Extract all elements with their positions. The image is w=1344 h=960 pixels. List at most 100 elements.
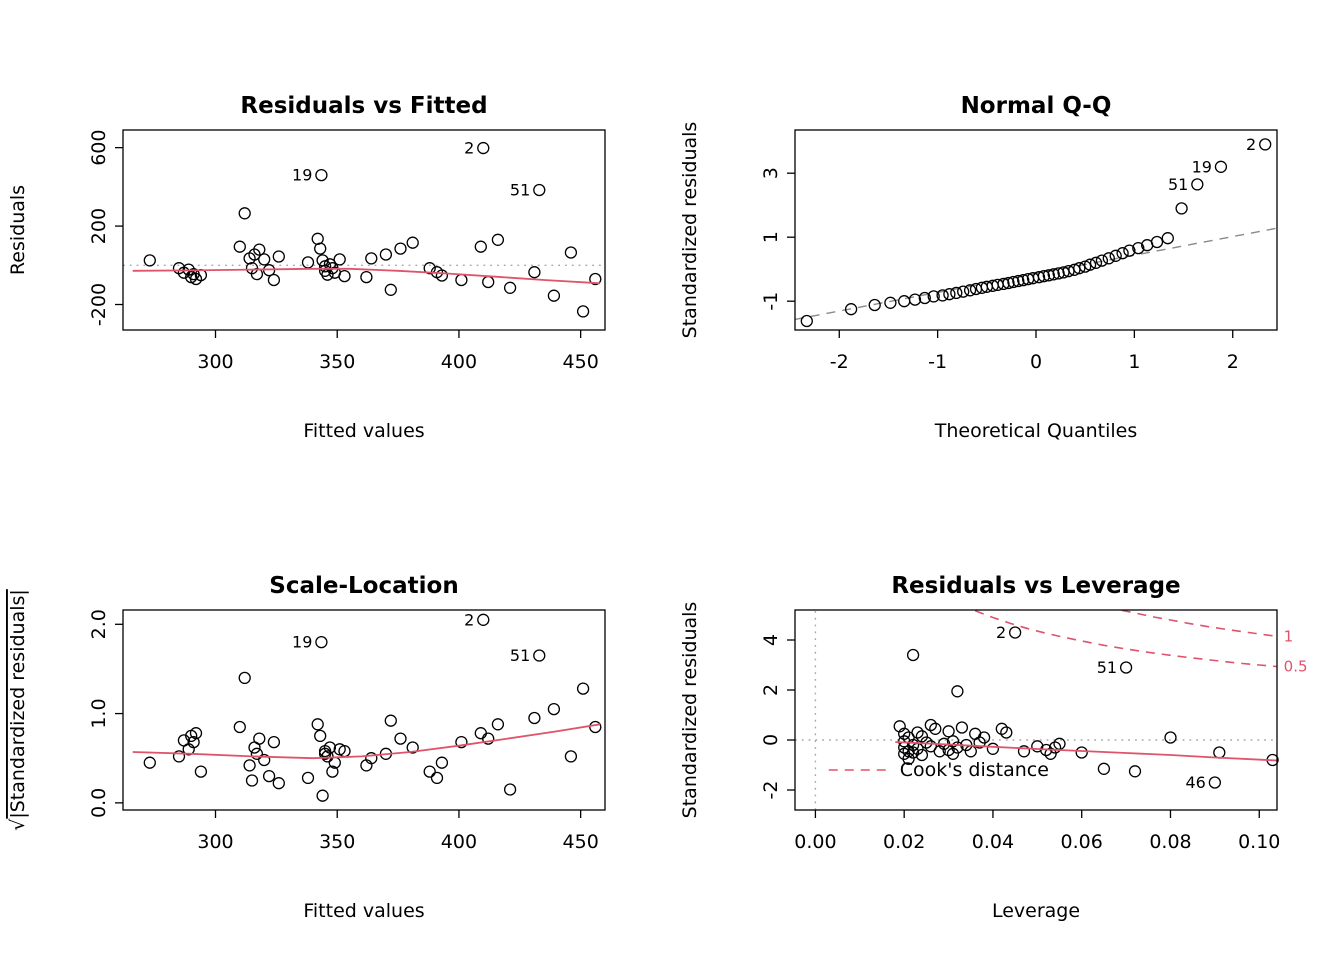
data-point — [576, 305, 590, 318]
data-point — [547, 289, 561, 302]
data-point — [1123, 244, 1136, 257]
data-point — [1073, 262, 1086, 275]
data-point — [491, 233, 505, 246]
x-tick-label: 0.04 — [972, 831, 1014, 853]
data-point — [379, 248, 393, 261]
x-axis-label: Leverage — [992, 900, 1080, 922]
data-point — [547, 702, 561, 716]
point-label: 2 — [1246, 135, 1256, 154]
data-point — [1083, 258, 1097, 271]
data-point — [189, 727, 203, 740]
x-axis-label: Fitted values — [303, 900, 424, 922]
data-point — [1097, 762, 1111, 775]
data-point — [995, 722, 1008, 735]
data-point — [951, 685, 964, 698]
loess-smooth-line — [132, 267, 601, 285]
data-point — [423, 765, 436, 778]
data-point — [435, 756, 449, 769]
point-label: 19 — [292, 633, 312, 652]
data-point — [360, 270, 373, 284]
data-point — [1161, 232, 1174, 245]
y-axis-label: Standardized residuals — [679, 122, 701, 339]
outlier-point — [315, 635, 328, 649]
y-tick-label: 1 — [760, 231, 782, 243]
data-point — [238, 671, 251, 685]
scale-location-chart: 19 2 51 300 350 400 450 0.0 1.0 2.0 Scale-Locatio… — [7, 573, 606, 922]
data-point — [245, 774, 259, 787]
x-tick-label: 450 — [563, 831, 599, 853]
data-point — [933, 745, 946, 758]
x-tick-label: 0.02 — [883, 831, 925, 853]
panel-residuals-vs-fitted: 19 2 51 300 350 400 450 -200 200 600 Residuals vs… — [0, 0, 672, 480]
data-point — [898, 295, 911, 308]
data-point — [1000, 726, 1013, 739]
data-point — [272, 777, 285, 790]
data-point — [1150, 235, 1164, 249]
plot-box — [122, 609, 606, 811]
plot-box — [122, 129, 606, 331]
chart-title: Normal Q-Q — [961, 93, 1112, 119]
data-point — [333, 253, 346, 266]
data-point — [564, 750, 578, 763]
x-tick-label: 400 — [441, 351, 477, 373]
plot-box — [794, 609, 1278, 811]
plot-content: 19 2 51 300 350 400 450 0.0 1.0 2.0 — [88, 609, 606, 853]
panel-residuals-vs-leverage: 2 51 46 1 0.5 Cook's distance 0.00 0.02 0.04 0.06… — [672, 480, 1344, 960]
data-point — [1095, 254, 1109, 267]
plot-content: 2 51 46 1 0.5 Cook's distance 0.00 0.02 0.04 0.06… — [760, 609, 1308, 853]
x-axis-label: Theoretical Quantiles — [934, 420, 1137, 442]
y-tick-label: 0 — [760, 734, 782, 746]
data-point — [301, 256, 315, 269]
x-tick-label: 400 — [441, 831, 477, 853]
panel-normal-qq: 51 19 2 -2 -1 0 1 2 -1 1 3 Normal Q-Q Theoretical … — [672, 0, 1344, 480]
data-point — [326, 765, 339, 778]
x-tick-label: 450 — [563, 351, 599, 373]
data-point — [997, 277, 1010, 291]
data-point — [143, 756, 156, 769]
data-point — [233, 720, 246, 734]
data-point — [187, 735, 200, 749]
outlier-point — [533, 649, 546, 662]
x-tick-label: 350 — [319, 831, 355, 853]
y-tick-label: 600 — [88, 130, 110, 166]
data-point — [898, 727, 911, 740]
data-point — [267, 735, 281, 749]
x-tick-label: -1 — [928, 351, 947, 373]
plot-content: 19 2 51 300 350 400 450 -200 200 600 — [88, 129, 606, 373]
data-point — [1068, 263, 1081, 276]
data-point — [977, 731, 991, 744]
data-point — [365, 752, 378, 765]
data-point — [321, 750, 334, 763]
data-point — [929, 722, 942, 735]
data-point — [314, 729, 327, 743]
data-point — [394, 732, 407, 745]
data-point — [250, 747, 264, 760]
data-point — [906, 746, 920, 759]
y-axis-label: Standardized residuals — [679, 602, 701, 819]
data-point — [884, 296, 897, 309]
data-point — [311, 718, 324, 731]
residuals-vs-fitted-chart: 19 2 51 300 350 400 450 -200 200 600 Residuals vs… — [7, 93, 606, 442]
data-point — [1032, 271, 1046, 284]
point-label: 2 — [464, 139, 474, 158]
data-point — [1047, 268, 1060, 281]
x-tick-label: 1 — [1128, 351, 1140, 373]
data-point — [338, 269, 351, 283]
data-point — [955, 721, 969, 734]
point-label: 51 — [510, 181, 530, 200]
data-point — [406, 236, 419, 249]
data-point — [942, 725, 955, 738]
data-point — [474, 727, 487, 740]
data-point — [906, 738, 920, 752]
y-tick-label: -200 — [88, 283, 110, 326]
y-tick-label: 3 — [760, 167, 782, 179]
data-point — [316, 789, 329, 802]
loess-smooth-line — [132, 723, 601, 760]
data-point — [902, 752, 915, 765]
x-tick-label: 0 — [1030, 351, 1042, 373]
data-point — [243, 759, 256, 772]
data-point — [1175, 202, 1188, 215]
data-point — [482, 732, 495, 745]
